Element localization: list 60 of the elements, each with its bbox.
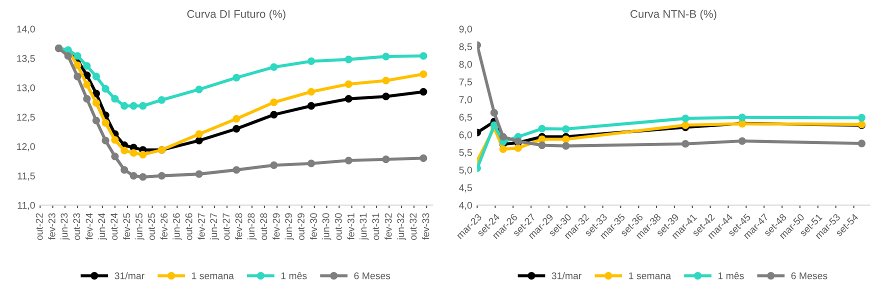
x-tick-label: out-31	[372, 213, 380, 240]
y-tick-label: 8,0	[459, 60, 472, 69]
x-tick-label: fev-32	[384, 213, 392, 240]
x-tick-label: out-29	[298, 213, 304, 240]
x-tick-label: fev-27	[198, 213, 205, 240]
x-tick-label: out-22	[36, 213, 43, 240]
legend-label: 1 mês	[718, 272, 744, 280]
x-tick-label: jun-28	[247, 213, 257, 240]
x-tick-label: out-30	[334, 213, 342, 240]
x-tick-label: out-23	[73, 213, 80, 240]
y-tick-label: 11,5	[18, 172, 35, 181]
x-tick-label: out-27	[222, 213, 230, 240]
y-tick-label: 7,0	[459, 96, 472, 104]
x-tick-label: jun-23	[60, 213, 70, 240]
y-tick-label: 12,0	[17, 143, 35, 152]
x-tick-label: jun-32	[396, 213, 406, 240]
x-tick-label: fev-31	[347, 213, 354, 240]
legend-label: 1 mês	[281, 272, 307, 280]
y-tick-label: 6,5	[459, 114, 472, 122]
y-tick-label: 6,0	[459, 131, 472, 140]
y-tick-label: 7,5	[459, 78, 472, 87]
x-tick-label: fev-25	[123, 213, 130, 240]
x-tick-label: fev-23	[48, 213, 56, 240]
x-tick-label: fev-33	[422, 213, 430, 240]
chart-title: Curva NTN-B (%)	[630, 10, 716, 20]
y-tick-label: 4,0	[459, 202, 472, 210]
x-tick-label: fev-28	[235, 213, 242, 240]
y-tick-label: 11,0	[18, 202, 35, 210]
y-tick-label: 13,0	[17, 84, 35, 92]
x-tick-label: fev-24	[86, 213, 93, 240]
x-tick-label: jun-31	[360, 213, 369, 240]
y-tick-label: 12,5	[17, 114, 35, 122]
legend-label: 31/mar	[114, 272, 144, 280]
x-tick-label: out-26	[185, 213, 192, 240]
x-tick-label: fev-29	[272, 213, 280, 240]
legend-label: 31/mar	[552, 272, 582, 280]
y-tick-label: 14,0	[17, 26, 35, 34]
y-tick-label: 5,5	[459, 149, 472, 158]
y-tick-label: 8,5	[459, 43, 472, 52]
x-tick-label: jun-29	[284, 213, 294, 240]
x-tick-label: out-28	[260, 213, 268, 240]
legend-label: 1 semana	[629, 272, 672, 280]
chart-title: Curva DI Futuro (%)	[187, 10, 286, 20]
legend-label: 1 semana	[192, 272, 234, 280]
y-tick-label: 13,5	[17, 55, 35, 64]
x-tick-label: jun-26	[172, 213, 182, 240]
legend-label: 6 Meses	[354, 272, 390, 280]
x-tick-label: out-25	[148, 213, 155, 240]
x-tick-label: fev-26	[160, 213, 168, 240]
x-tick-label: jun-25	[135, 213, 144, 240]
x-tick-label: jun-30	[322, 213, 332, 240]
x-tick-label: jun-24	[98, 213, 107, 240]
x-tick-label: out-24	[110, 213, 118, 240]
y-tick-label: 5,0	[459, 166, 472, 175]
x-tick-label: out-32	[410, 213, 417, 240]
y-tick-label: 4,5	[459, 184, 472, 192]
x-tick-label: fev-30	[310, 213, 318, 240]
legend-label: 6 Meses	[791, 272, 828, 280]
y-tick-label: 9,0	[459, 26, 472, 34]
x-tick-label: jun-27	[210, 213, 220, 240]
